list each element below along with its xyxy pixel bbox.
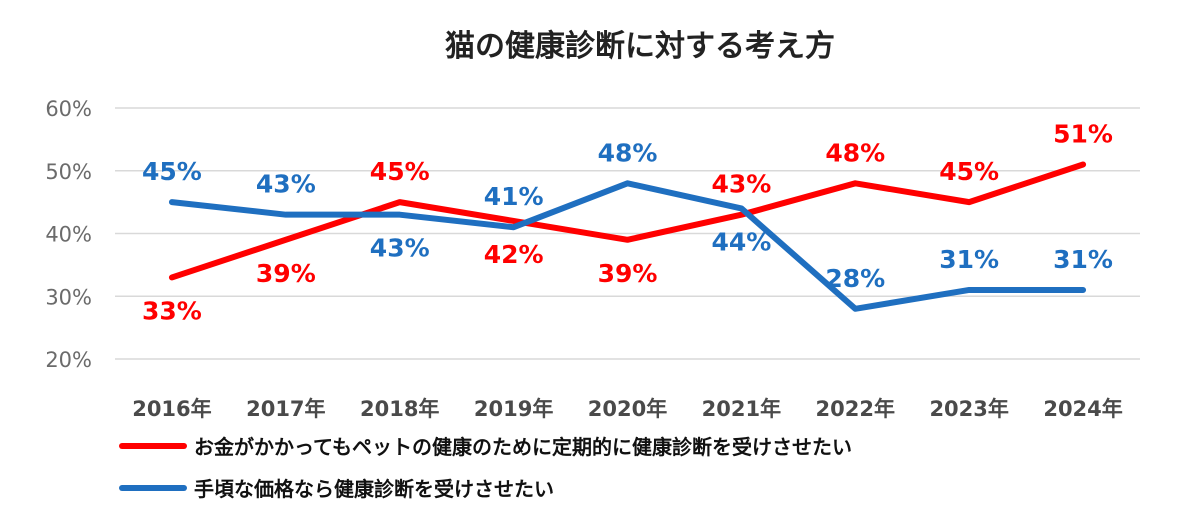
gridlines xyxy=(115,107,1140,360)
y-tick-label: 30% xyxy=(45,285,92,309)
data-label: 31% xyxy=(1053,245,1113,274)
x-tick-label: 2019年 xyxy=(474,397,553,421)
data-label: 45% xyxy=(142,157,202,186)
x-tick-label: 2023年 xyxy=(929,397,1008,421)
x-tick-label: 2020年 xyxy=(588,397,667,421)
legend-label: お金がかかってもペットの健康のために定期的に健康診断を受けさせたい xyxy=(194,435,852,459)
data-label: 33% xyxy=(142,296,202,325)
y-axis-ticks: 20% 30% 40% 50% 60% xyxy=(45,97,92,372)
x-tick-label: 2022年 xyxy=(816,397,895,421)
data-labels: 33% 39% 45% 42% 39% 43% 48% 45% 51% 45% 43% 43% 41% 4… xyxy=(142,119,1113,325)
y-tick-label: 60% xyxy=(45,97,92,121)
y-tick-label: 40% xyxy=(45,223,92,247)
data-label: 48% xyxy=(825,138,885,167)
data-label: 48% xyxy=(598,138,658,167)
x-tick-label: 2018年 xyxy=(360,397,439,421)
y-tick-label: 50% xyxy=(45,160,92,184)
x-tick-label: 2021年 xyxy=(702,397,781,421)
data-label: 31% xyxy=(939,245,999,274)
series-lines xyxy=(168,161,1087,312)
x-tick-label: 2016年 xyxy=(132,397,211,421)
x-tick-label: 2024年 xyxy=(1043,397,1122,421)
series-line-affordable-checkup xyxy=(168,180,1087,312)
data-label: 43% xyxy=(711,170,771,199)
legend: お金がかかってもペットの健康のために定期的に健康診断を受けさせたい手頃な価格なら… xyxy=(119,435,852,501)
x-axis-ticks: 2016年 2017年 2018年 2019年 2020年 2021年 2022年 2023年… xyxy=(132,397,1123,421)
data-label: 28% xyxy=(825,264,885,293)
data-label: 43% xyxy=(370,234,430,263)
data-label: 42% xyxy=(484,240,544,269)
data-label: 43% xyxy=(256,170,316,199)
data-label: 41% xyxy=(484,182,544,211)
data-label: 44% xyxy=(711,227,771,256)
series-line-regular-checkup xyxy=(168,161,1087,281)
data-label: 39% xyxy=(598,259,658,288)
data-label: 45% xyxy=(370,157,430,186)
data-label: 39% xyxy=(256,259,316,288)
data-label: 45% xyxy=(939,157,999,186)
x-tick-label: 2017年 xyxy=(246,397,325,421)
y-tick-label: 20% xyxy=(45,348,92,372)
legend-label: 手頃な価格なら健康診断を受けさせたい xyxy=(194,477,554,501)
chart-title: 猫の健康診断に対する考え方 xyxy=(445,29,835,64)
data-label: 51% xyxy=(1053,119,1113,148)
